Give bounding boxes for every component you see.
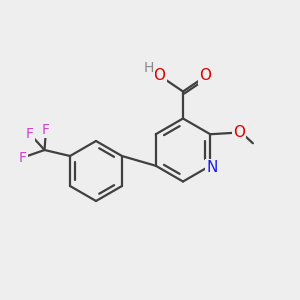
Text: O: O <box>233 125 245 140</box>
Text: F: F <box>19 151 27 164</box>
Text: F: F <box>42 123 50 136</box>
Text: O: O <box>200 68 211 83</box>
Text: N: N <box>206 160 218 175</box>
Text: F: F <box>26 127 34 140</box>
Text: O: O <box>153 68 165 83</box>
Text: H: H <box>144 61 154 74</box>
